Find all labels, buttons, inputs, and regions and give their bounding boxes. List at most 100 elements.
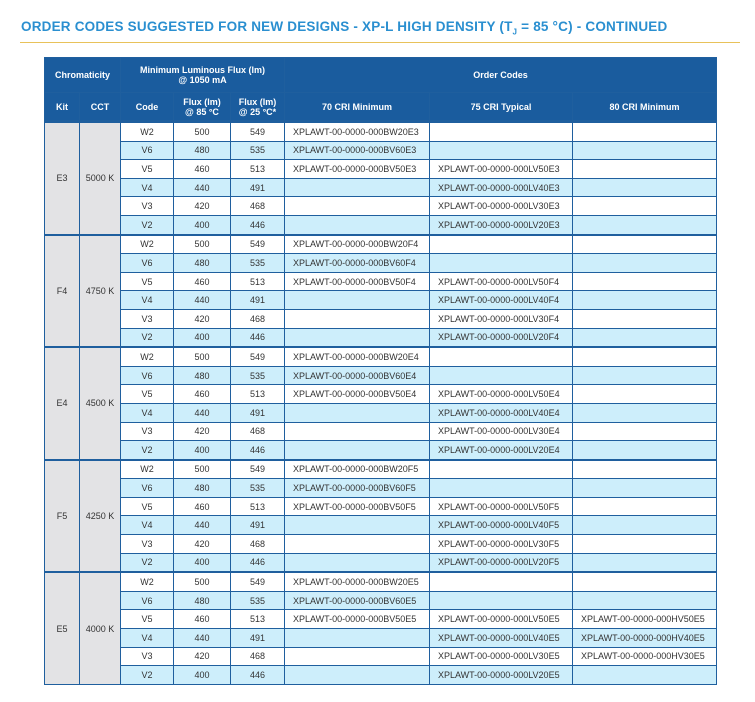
flux-85-cell: 480 <box>173 365 231 386</box>
code-80cri-cell: XPLAWT-00-0000-000HV30E5 <box>572 646 717 667</box>
flux-25-cell: 513 <box>230 384 285 404</box>
table-row: V3 420 468 XPLAWT-00-0000-000LV30E4 <box>45 421 717 442</box>
code-cell: V6 <box>120 590 174 611</box>
code-75cri-cell: XPLAWT-00-0000-000LV20F5 <box>429 552 573 573</box>
code-75cri-cell: XPLAWT-00-0000-000LV30E4 <box>429 421 573 442</box>
table-row: V2 400 446 XPLAWT-00-0000-000LV20F4 <box>45 327 717 348</box>
code-75cri-cell: XPLAWT-00-0000-000LV40F5 <box>429 515 573 536</box>
flux-85-cell: 460 <box>173 496 231 517</box>
table-row: V4 440 491 XPLAWT-00-0000-000LV40E5 XPLAWT-0… <box>45 628 717 648</box>
flux-85-cell: 480 <box>173 140 231 161</box>
table-row: E3 5000 K W2 500 549 XPLAWT-00-0000-000BW20E3 <box>44 120 717 236</box>
table-row: V3 420 468 XPLAWT-00-0000-000LV30E3 <box>45 196 717 216</box>
flux-85-cell: 480 <box>173 253 231 273</box>
header-line: Flux (lm) <box>238 96 277 107</box>
code-70cri-cell: XPLAWT-00-0000-000BV60E3 <box>284 140 430 161</box>
flux-25-cell: 549 <box>230 120 285 142</box>
code-75cri-cell <box>429 590 573 611</box>
code-80cri-cell <box>572 496 717 517</box>
code-70cri-cell <box>284 534 430 554</box>
code-80cri-cell <box>572 159 717 179</box>
code-70cri-cell <box>284 665 430 685</box>
code-cell: V3 <box>120 196 174 216</box>
code-70cri-cell <box>284 308 430 329</box>
code-80cri-cell: XPLAWT-00-0000-000HV50E5 <box>572 609 717 630</box>
table-row: V6 480 535 XPLAWT-00-0000-000BV60E5 <box>45 590 717 611</box>
flux-85-cell: 420 <box>173 646 231 667</box>
code-80cri-cell <box>572 233 717 255</box>
code-80cri-cell <box>572 665 717 685</box>
code-70cri-cell <box>284 214 430 236</box>
code-cell: V6 <box>120 253 174 273</box>
title-text: ORDER CODES SUGGESTED FOR NEW DESIGNS - … <box>21 19 513 34</box>
flux-25-cell: 513 <box>230 496 285 517</box>
flux-85-cell: 440 <box>173 628 231 648</box>
code-cell: V2 <box>120 214 174 236</box>
code-cell: V2 <box>120 440 174 461</box>
flux-85-cell: 400 <box>173 214 231 236</box>
flux-85-cell: 500 <box>173 233 231 255</box>
table-row: V4 440 491 XPLAWT-00-0000-000LV40F5 <box>45 515 717 536</box>
flux-85-cell: 460 <box>173 384 231 404</box>
kit-cell: F5 <box>44 458 80 573</box>
code-75cri-cell: XPLAWT-00-0000-000LV30E3 <box>429 196 573 216</box>
table-row: V3 420 468 XPLAWT-00-0000-000LV30F4 <box>45 308 717 329</box>
table-row: V2 400 446 XPLAWT-00-0000-000LV20E3 <box>45 214 717 236</box>
flux-25-cell: 535 <box>230 478 285 498</box>
flux-85-cell: 460 <box>173 271 231 292</box>
table-row: E4 4500 K W2 500 549 XPLAWT-00-0000-000BW20E4 <box>44 346 717 461</box>
code-cell: V3 <box>120 308 174 329</box>
code-75cri-cell: XPLAWT-00-0000-000LV30F5 <box>429 534 573 554</box>
code-75cri-cell <box>429 365 573 386</box>
table-row: F5 4250 K W2 500 549 XPLAWT-00-0000-000BW20F5 <box>44 458 717 573</box>
table-row: E5 4000 K W2 500 549 XPLAWT-00-0000-000BW20E5 <box>44 571 717 685</box>
flux-85-cell: 500 <box>173 346 231 367</box>
header-line: @ 85 °C <box>185 106 219 117</box>
code-80cri-cell <box>572 365 717 386</box>
flux-25-cell: 491 <box>230 628 285 648</box>
table-row: V4 440 491 XPLAWT-00-0000-000LV40F4 <box>45 290 717 310</box>
code-cell: W2 <box>120 120 174 142</box>
header-line: Flux (lm) <box>183 96 221 107</box>
code-cell: V6 <box>120 140 174 161</box>
code-cell: V5 <box>120 384 174 404</box>
cct-cell: 4500 K <box>79 346 121 461</box>
code-70cri-cell: XPLAWT-00-0000-000BW20F4 <box>284 233 430 255</box>
code-80cri-cell <box>572 478 717 498</box>
code-cell: V2 <box>120 665 174 685</box>
table-row: V6 480 535 XPLAWT-00-0000-000BV60E4 <box>45 365 717 386</box>
code-70cri-cell: XPLAWT-00-0000-000BV50E3 <box>284 159 430 179</box>
flux-25-cell: 446 <box>230 440 285 461</box>
code-70cri-cell: XPLAWT-00-0000-000BV50F5 <box>284 496 430 517</box>
code-cell: V2 <box>120 552 174 573</box>
flux-25-cell: 491 <box>230 290 285 310</box>
flux-25-cell: 468 <box>230 308 285 329</box>
code-70cri-cell <box>284 327 430 348</box>
group-header: Order Codes <box>284 57 717 93</box>
header-line: @ 25 °C* <box>238 106 277 117</box>
flux-25-cell: 491 <box>230 402 285 423</box>
table-row: F4 4750 K W2 500 549 XPLAWT-00-0000-000BW20F4 <box>44 233 717 348</box>
code-75cri-cell: XPLAWT-00-0000-000LV20E4 <box>429 440 573 461</box>
flux-25-cell: 491 <box>230 177 285 198</box>
code-75cri-cell <box>429 253 573 273</box>
title-text: = 85 °C) - CONTINUED <box>517 19 668 34</box>
group-header: Chromaticity <box>44 57 121 93</box>
flux-25-cell: 549 <box>230 571 285 592</box>
code-75cri-cell: XPLAWT-00-0000-000LV40F4 <box>429 290 573 310</box>
code-70cri-cell <box>284 646 430 667</box>
kit-cell: E3 <box>44 120 80 236</box>
code-cell: V4 <box>120 402 174 423</box>
code-70cri-cell: XPLAWT-00-0000-000BV60F5 <box>284 478 430 498</box>
code-80cri-cell <box>572 552 717 573</box>
code-70cri-cell: XPLAWT-00-0000-000BW20E4 <box>284 346 430 367</box>
code-cell: V6 <box>120 478 174 498</box>
flux-25-cell: 468 <box>230 534 285 554</box>
code-80cri-cell <box>572 327 717 348</box>
code-75cri-cell: XPLAWT-00-0000-000LV20F4 <box>429 327 573 348</box>
code-cell: V5 <box>120 496 174 517</box>
code-cell: V3 <box>120 646 174 667</box>
table-row: V5 460 513 XPLAWT-00-0000-000BV50F5 XPLAWT-0… <box>45 496 717 517</box>
code-75cri-cell <box>429 233 573 255</box>
